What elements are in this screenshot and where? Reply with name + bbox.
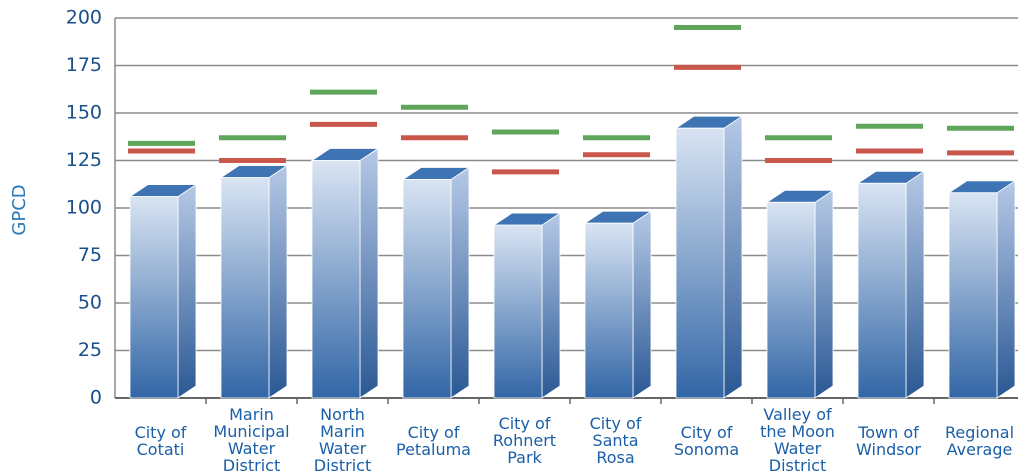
bar [584, 222, 634, 399]
x-tick-label-box: Town of Windsor [856, 423, 921, 459]
x-tick-label-box: North Marin Water District [313, 406, 372, 474]
bar-side [814, 189, 834, 399]
bar-side [541, 212, 561, 399]
y-tick-label: 175 [66, 54, 102, 76]
x-tick-label-box: City of Rohnert Park [492, 414, 557, 467]
bar [948, 192, 998, 399]
bar-side [723, 115, 743, 399]
bar [402, 179, 452, 399]
y-tick-label: 50 [78, 292, 102, 314]
bar [493, 224, 543, 399]
x-tick-label: Valley of the Moon Water District [760, 406, 835, 474]
y-tick-label: 25 [78, 339, 102, 361]
x-tick-label-box: Regional Average [944, 423, 1015, 459]
bar-side [268, 164, 288, 399]
bar-side [359, 147, 379, 399]
bar-side [632, 210, 652, 399]
bar [766, 201, 816, 399]
y-tick-label: 200 [66, 7, 102, 29]
bar-side [450, 166, 470, 399]
x-tick-label: City of Petaluma [396, 423, 471, 459]
bar [129, 196, 179, 399]
bar-side [905, 170, 925, 399]
x-tick-label: Marin Municipal Water District [213, 406, 290, 474]
x-tick-label-box: City of Cotati [134, 423, 187, 459]
x-tick-label-box: City of Santa Rosa [589, 414, 642, 467]
x-tick-label: City of Santa Rosa [589, 414, 642, 467]
x-tick-label-box: City of Sonoma [673, 423, 740, 459]
y-tick-label: 125 [66, 149, 102, 171]
y-tick-label: 75 [78, 244, 102, 266]
bar [675, 127, 725, 399]
bar [311, 160, 361, 399]
x-tick-label: City of Cotati [134, 423, 187, 459]
y-axis-title: GPCD [9, 184, 30, 235]
x-tick-label-box: Marin Municipal Water District [213, 406, 290, 474]
bar [857, 182, 907, 399]
x-tick-label: North Marin Water District [313, 406, 372, 474]
x-tick-label-box: City of Petaluma [396, 423, 471, 459]
x-tick-label: City of Rohnert Park [492, 414, 557, 467]
bar-side [177, 183, 197, 399]
bar [220, 177, 270, 399]
bar-side [996, 180, 1016, 399]
x-tick-label: City of Sonoma [673, 423, 740, 459]
x-tick-label-box: Valley of the Moon Water District [760, 406, 835, 474]
x-tick-label: Town of Windsor [856, 423, 921, 459]
y-tick-label: 150 [66, 102, 102, 124]
y-tick-label: 0 [90, 387, 102, 409]
x-tick-label: Regional Average [944, 423, 1015, 459]
y-tick-label: 100 [66, 197, 102, 219]
